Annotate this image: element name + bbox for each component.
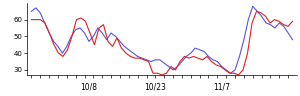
Text: 10/23: 10/23: [144, 82, 166, 91]
Text: 11/7: 11/7: [213, 82, 230, 91]
Text: 10/8: 10/8: [80, 82, 98, 91]
